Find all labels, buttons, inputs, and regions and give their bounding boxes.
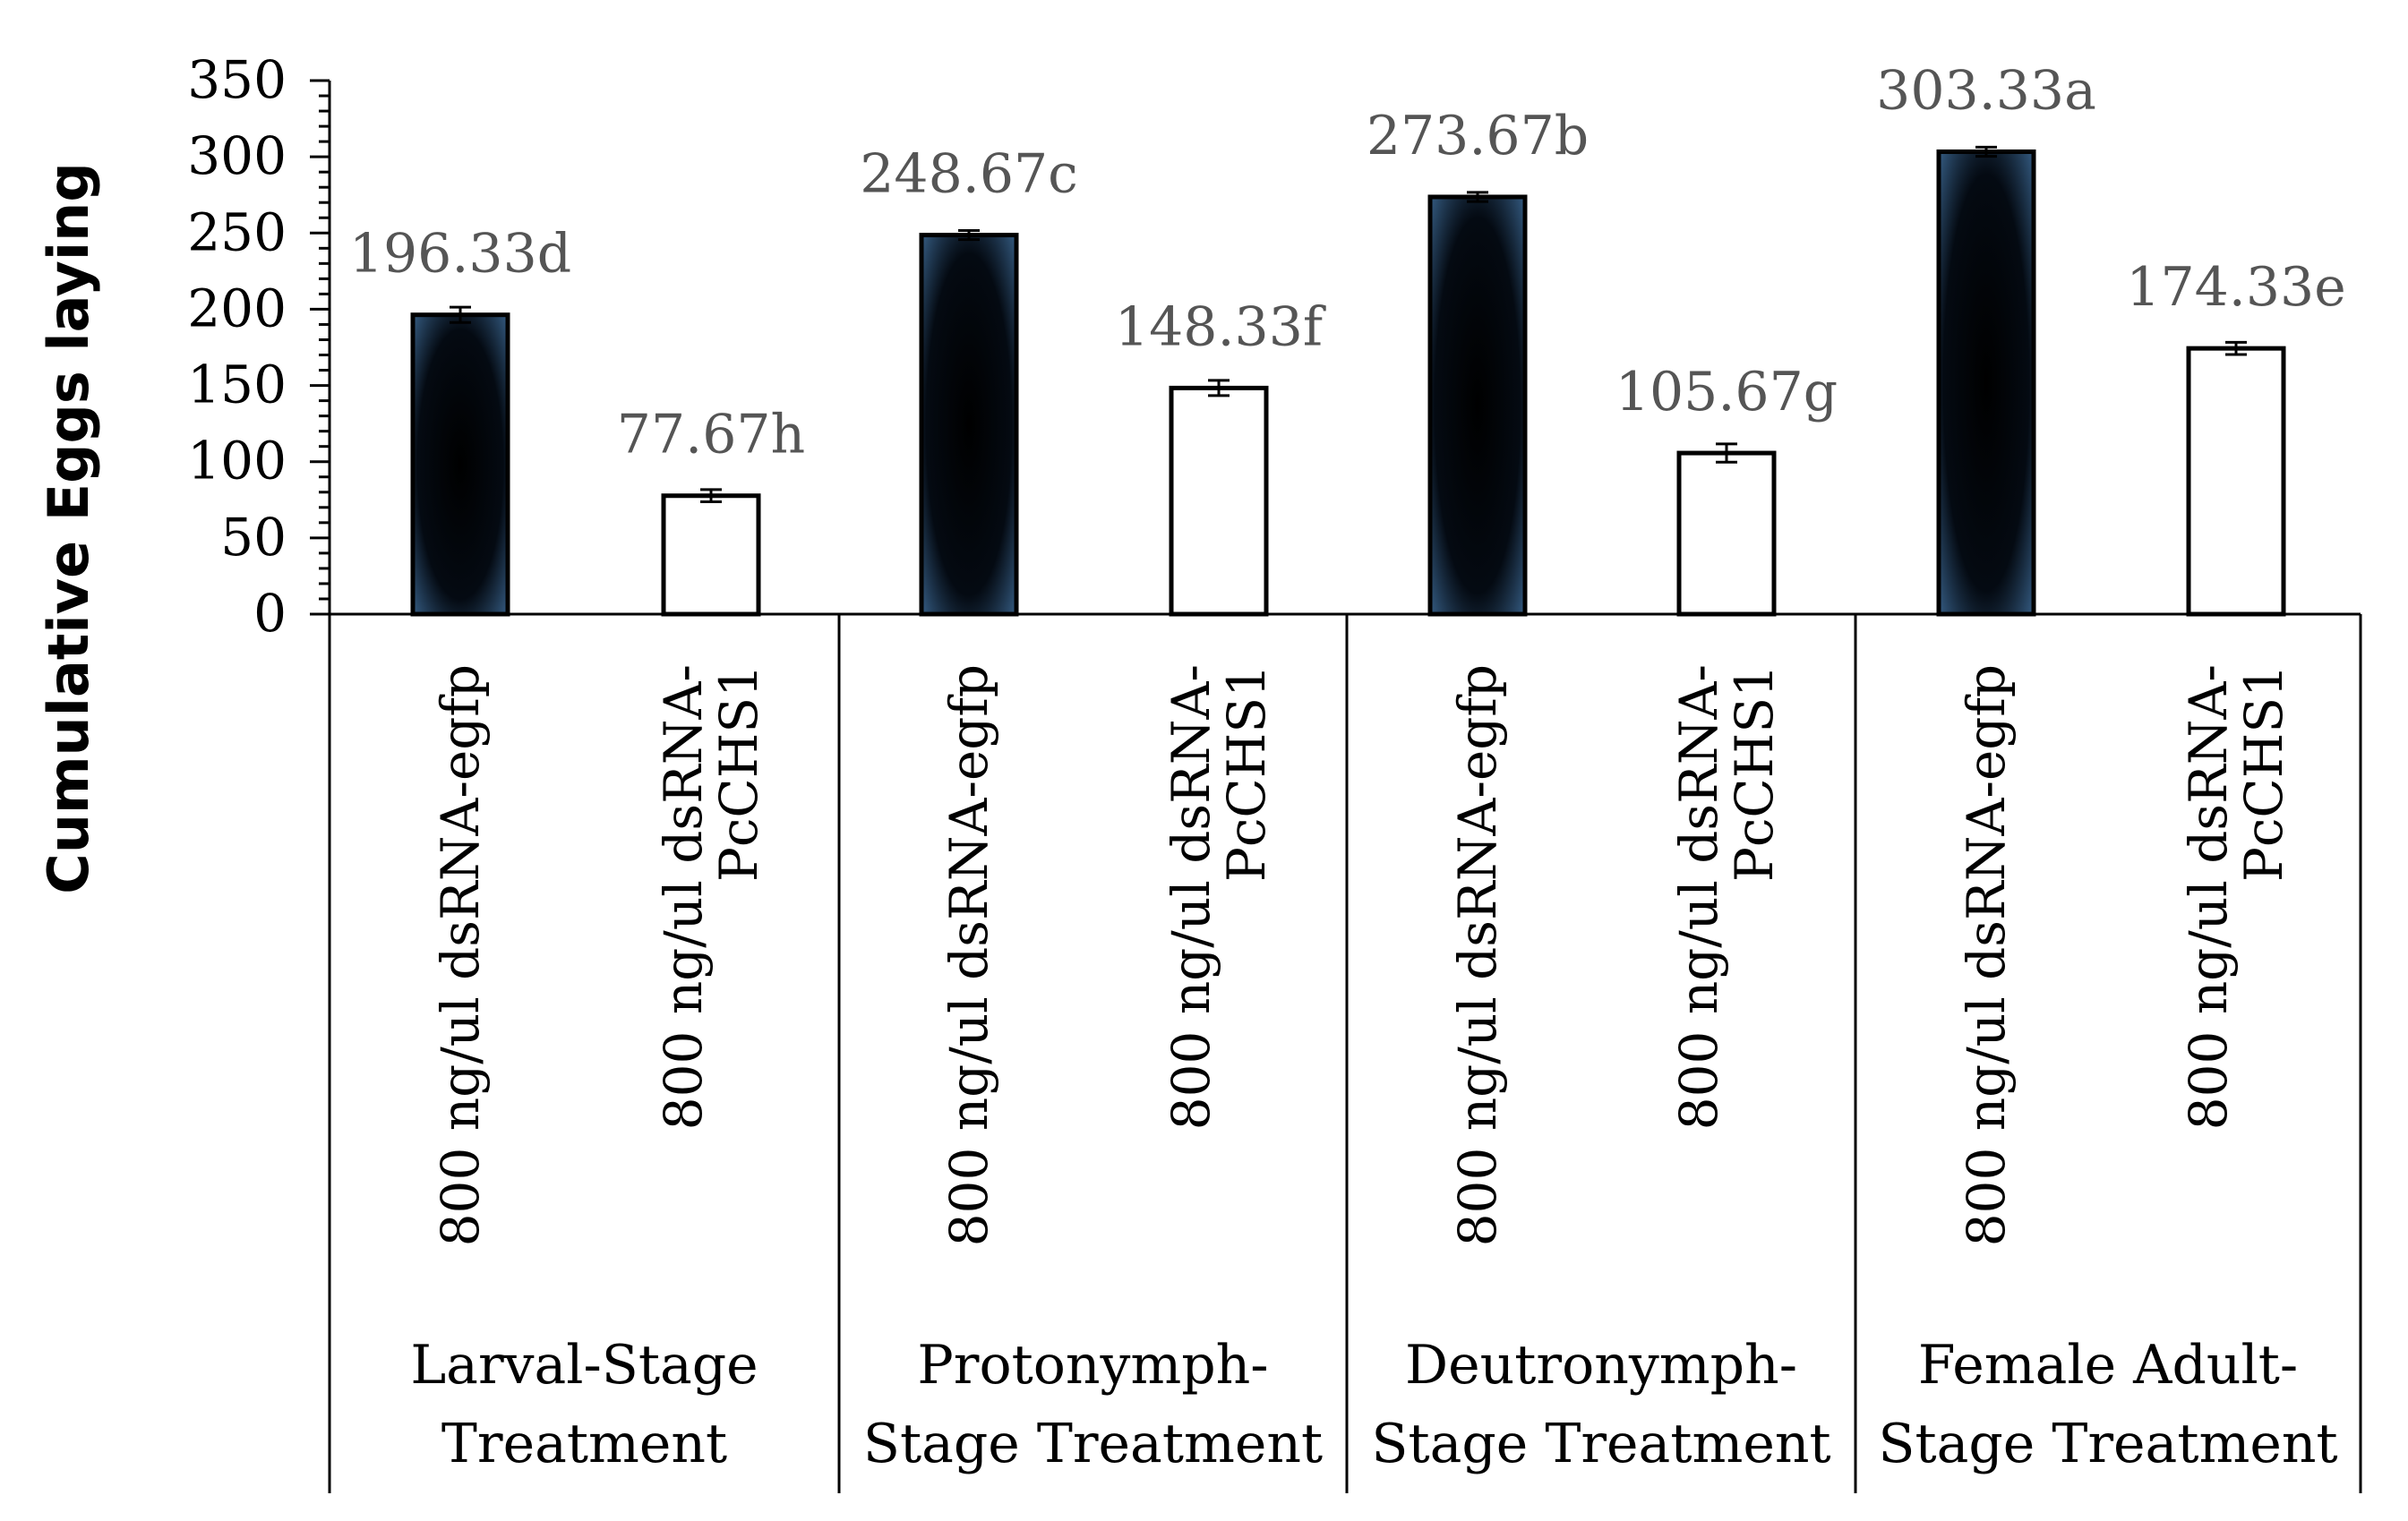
data-label: 248.67c	[860, 143, 1078, 206]
bar	[661, 493, 761, 617]
category-label: 800 ng/ul dsRNA-egfp	[1447, 664, 1508, 1246]
category-label: PcCHS1	[708, 664, 769, 882]
category-label: 800 ng/ul dsRNA-	[653, 664, 714, 1130]
category-label: 800 ng/ul dsRNA-egfp	[430, 664, 491, 1246]
data-label: 174.33e	[2126, 256, 2345, 319]
bar	[410, 312, 510, 617]
category-label: 800 ng/ul dsRNA-	[2178, 664, 2239, 1130]
data-label: 77.67h	[617, 404, 805, 466]
category-label: 800 ng/ul dsRNA-	[1161, 664, 1221, 1130]
group-label: Treatment	[441, 1413, 727, 1475]
group-label: Larval-Stage	[410, 1334, 758, 1397]
y-axis-title: Cumulative Eggs laying	[36, 162, 101, 893]
group-label: Deutronymph-	[1405, 1334, 1797, 1397]
y-tick-label: 50	[220, 507, 287, 568]
x-axis-categories: 800 ng/ul dsRNA-egfp 800 ng/ul dsRNA-PcCH…	[310, 612, 2362, 1493]
y-tick-label: 200	[187, 278, 287, 338]
bar	[1936, 149, 2036, 617]
category-label: PcCHS1	[1724, 664, 1785, 882]
bar	[1169, 385, 1269, 617]
data-label: 273.67b	[1367, 105, 1589, 167]
bar	[919, 233, 1019, 617]
y-tick-label: 300	[187, 125, 287, 186]
y-tick-label: 350	[187, 49, 287, 110]
category-label: 800 ng/ul dsRNA-egfp	[938, 664, 999, 1246]
group-label: Protonymph-	[917, 1334, 1268, 1397]
y-tick-label: 150	[187, 355, 287, 415]
category-label: 800 ng/ul dsRNA-	[1668, 664, 1729, 1130]
y-tick-label: 250	[187, 201, 287, 262]
bars: 196.33d 77.67h 248.67c 148.33f 273.67b 105.67…	[349, 59, 2346, 617]
group-label: Stage Treatment	[1878, 1413, 2337, 1475]
y-tick-label: 0	[253, 583, 287, 644]
data-label: 148.33f	[1115, 295, 1326, 358]
bar	[1676, 450, 1777, 617]
data-label: 105.67g	[1615, 361, 1838, 423]
group-label: Stage Treatment	[863, 1413, 1323, 1475]
y-axis: 0 50 100 150 200 250 300 350	[187, 49, 331, 644]
category-label: 800 ng/ul dsRNA-egfp	[1956, 664, 2017, 1246]
y-tick-label: 100	[187, 431, 287, 491]
category-label: PcCHS1	[2233, 664, 2294, 882]
bar	[2186, 346, 2286, 617]
group-label: Female Adult-	[1918, 1334, 2298, 1397]
group-label: Stage Treatment	[1371, 1413, 1830, 1475]
data-label: 303.33a	[1876, 59, 2096, 122]
category-label: PcCHS1	[1216, 664, 1277, 882]
data-label: 196.33d	[349, 223, 571, 286]
bar	[1427, 194, 1528, 617]
